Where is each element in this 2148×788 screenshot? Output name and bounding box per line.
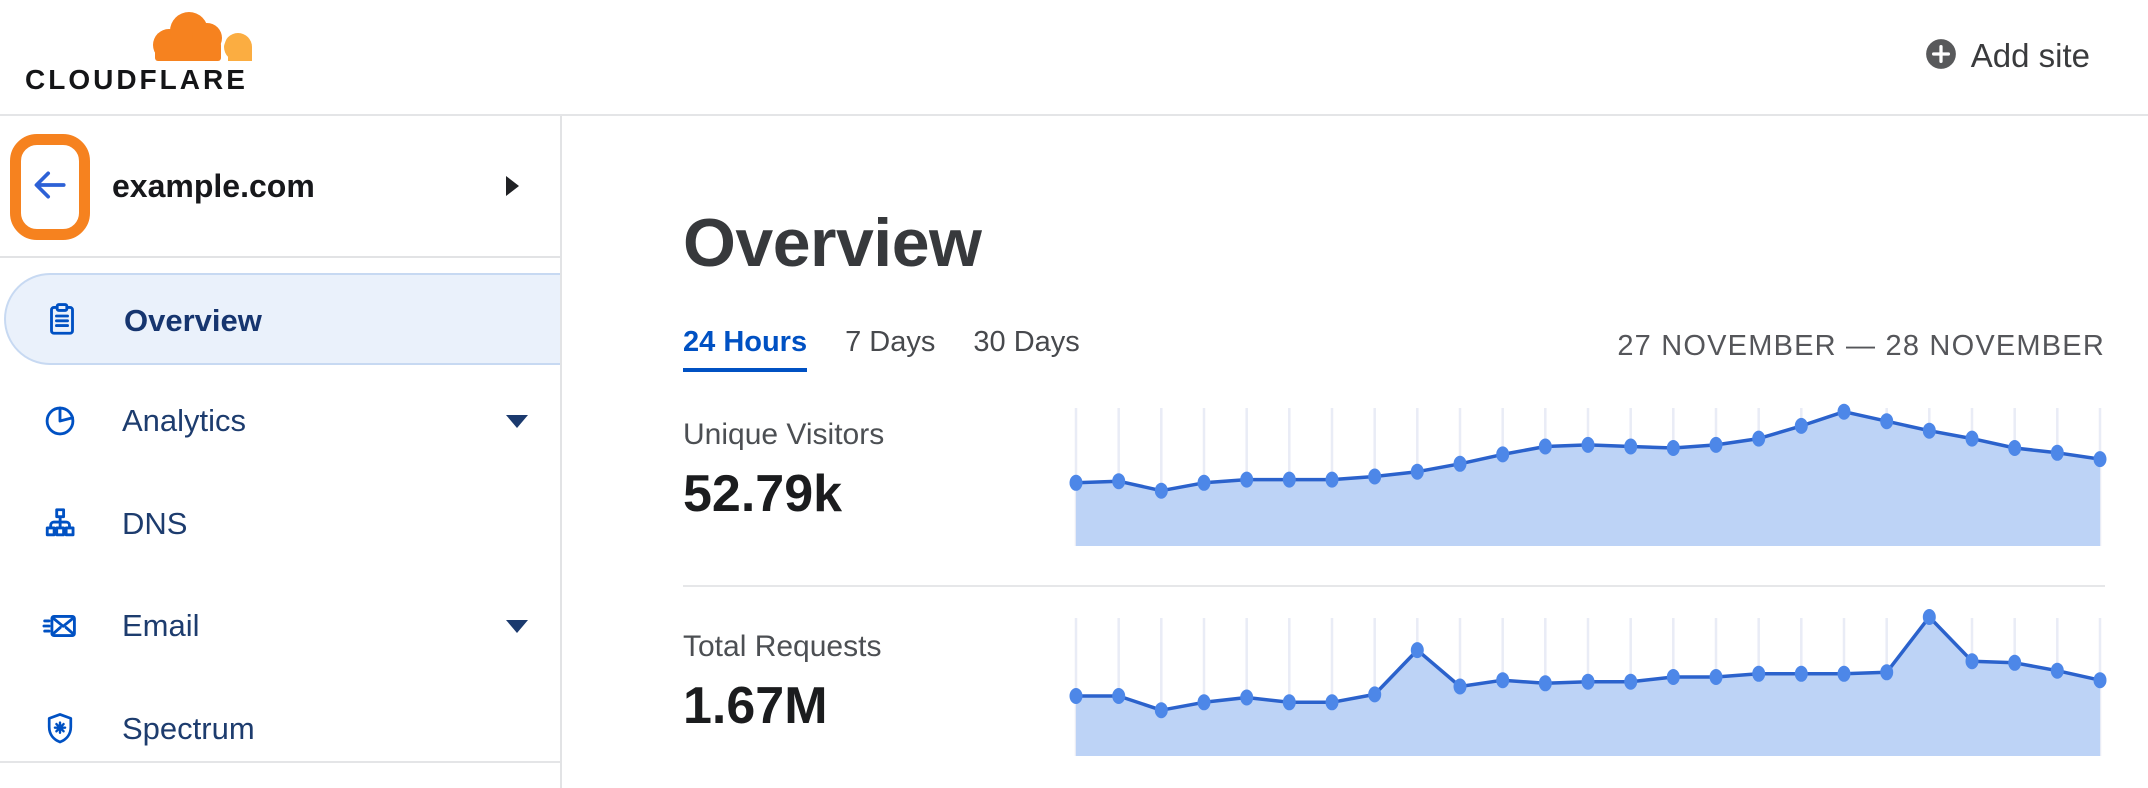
sidebar-section-divider (0, 761, 560, 763)
sidebar-item-spectrum[interactable]: Spectrum (0, 683, 560, 775)
tab-24-hours[interactable]: 24 Hours (683, 326, 808, 372)
cloudflare-cloud-icon (145, 4, 263, 69)
tab-30-days[interactable]: 30 Days (973, 326, 1080, 358)
stat-value-total-requests: 1.67M (683, 677, 828, 735)
stat-label-unique-visitors: Unique Visitors (683, 418, 885, 451)
clipboard-icon (44, 301, 80, 337)
site-name: example.com (112, 167, 315, 204)
add-site-label: Add site (1970, 37, 2090, 74)
stat-value-unique-visitors: 52.79k (683, 465, 843, 523)
cloud-main-lobe (153, 12, 222, 61)
sidebar-item-label: DNS (122, 506, 188, 541)
stat-row-divider (683, 585, 2105, 587)
cloud-light-lobe (224, 33, 252, 61)
app-header: CLOUDFLARE Add site (0, 0, 2148, 116)
envelope-icon (42, 608, 78, 644)
back-button[interactable] (10, 134, 90, 240)
main-content: Overview 24 Hours 7 Days 30 Days 27 NOVE… (562, 116, 2148, 788)
date-range-label: 27 NOVEMBER — 28 NOVEMBER (1617, 330, 2105, 362)
time-range-tabs: 24 Hours 7 Days 30 Days (683, 326, 1080, 372)
sidebar-item-label: Analytics (122, 403, 247, 438)
sidebar-item-label: Email (122, 608, 200, 643)
back-arrow-icon (28, 163, 72, 212)
sidebar-item-overview[interactable]: Overview (4, 273, 560, 365)
chevron-down-icon (506, 620, 528, 633)
stat-label-total-requests: Total Requests (683, 630, 882, 663)
add-site-button[interactable]: Add site (1924, 0, 2090, 112)
sidebar-item-label: Spectrum (122, 711, 255, 746)
dns-hierarchy-icon (42, 506, 78, 542)
chevron-down-icon (506, 415, 528, 428)
chevron-right-icon (506, 176, 519, 196)
site-selector[interactable]: example.com (0, 116, 560, 258)
sidebar-item-dns[interactable]: DNS (0, 478, 560, 570)
sparkline-unique-visitors[interactable] (1069, 388, 2107, 548)
shield-icon (42, 711, 78, 747)
sidebar-item-analytics[interactable]: Analytics (0, 375, 560, 467)
plus-icon (1924, 37, 1958, 76)
sidebar-item-email[interactable]: Email (0, 580, 560, 672)
logo-wordmark: CLOUDFLARE (25, 64, 248, 95)
pie-chart-icon (42, 403, 78, 439)
cloudflare-logo[interactable]: CLOUDFLARE (25, 4, 275, 104)
sidebar: example.com Overview Analytics (0, 116, 562, 788)
sparkline-total-requests[interactable] (1069, 598, 2107, 758)
sidebar-item-label: Overview (124, 303, 262, 338)
tab-7-days[interactable]: 7 Days (845, 326, 936, 358)
page-title: Overview (683, 205, 982, 281)
